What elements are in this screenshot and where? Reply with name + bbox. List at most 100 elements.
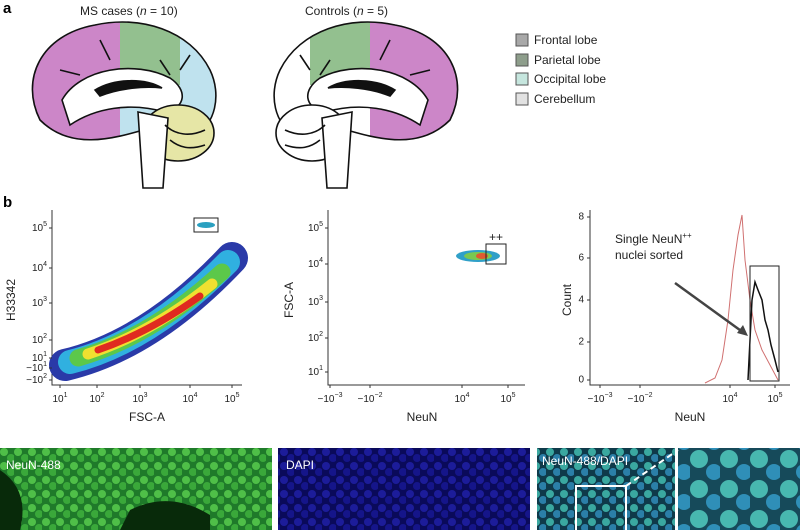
y-tick-label: 105 [32, 221, 47, 233]
tick-exp: 5 [236, 392, 240, 399]
tick-base: 10 [32, 335, 44, 346]
tick-exp: 1 [43, 361, 47, 368]
tick-base: 10 [32, 223, 44, 234]
tick-exp: 3 [43, 296, 47, 303]
tick-base: 10 [767, 394, 779, 405]
tick-exp: 1 [64, 392, 68, 399]
tick-base: 10 [722, 394, 734, 405]
x-tick-label: 105 [500, 392, 515, 404]
title-text: n [357, 4, 364, 18]
tick-exp: 2 [43, 333, 47, 340]
tick-base: 10 [32, 263, 44, 274]
image-label: NeuN-488/DAPI [542, 454, 628, 468]
x-tick-label: 102 [89, 392, 104, 404]
tick-exp: 5 [779, 392, 783, 399]
legend-swatch [515, 33, 529, 47]
tick-base: 10 [454, 394, 466, 405]
tick-base: 10 [89, 394, 101, 405]
tick-exp: 3 [144, 392, 148, 399]
y-tick-label: 6 [578, 253, 584, 264]
y-tick-label: 8 [578, 212, 584, 223]
y-tick-label: −102 [26, 373, 47, 385]
group-title: Controls (n = 5) [305, 4, 388, 18]
annotation-text: Single NeuN [615, 232, 682, 246]
legend: Frontal lobe Parietal lobe Occipital lob… [515, 33, 606, 106]
y-tick-label: −101 [26, 361, 47, 373]
tick-exp: 4 [734, 392, 738, 399]
y-tick-label: 0 [578, 375, 584, 386]
x-axis-label: NeuN [407, 410, 438, 424]
tick-exp: −3 [334, 392, 342, 399]
y-axis-label: Count [560, 283, 574, 316]
micrograph [278, 448, 530, 530]
brain-ms [31, 21, 217, 189]
scatter-2: ++ FSC-A NeuN [282, 210, 525, 424]
tick-exp: 1 [43, 351, 47, 358]
image-label: NeuN-488 [6, 458, 61, 472]
title-text: Controls ( [305, 4, 357, 18]
tick-base: −10 [358, 394, 375, 405]
histogram: Single NeuN++ nuclei sorted Count NeuN [560, 210, 790, 424]
tick-base: 10 [52, 394, 64, 405]
tick-base: 10 [500, 394, 512, 405]
x-tick-label: 101 [52, 392, 67, 404]
x-tick-label: 104 [182, 392, 197, 404]
x-tick-label: −10−3 [318, 392, 343, 404]
x-tick-label: 104 [722, 392, 737, 404]
group-title: MS cases (n = 10) [80, 4, 178, 18]
tick-base: −10 [26, 363, 43, 374]
tick-exp: 5 [512, 392, 516, 399]
y-tick-label: 104 [32, 261, 47, 273]
micrograph [537, 448, 675, 530]
scatter-1: H33342 FSC-A [4, 210, 248, 424]
legend-swatch [515, 72, 529, 86]
legend-swatch [515, 92, 529, 106]
y-tick-label: 103 [308, 295, 323, 307]
tick-exp: 2 [101, 392, 105, 399]
y-tick-label: 103 [32, 296, 47, 308]
legend-label: Cerebellum [534, 92, 595, 106]
panel-label: a [3, 0, 12, 17]
panel-label: b [3, 194, 12, 211]
tick-exp: 4 [319, 257, 323, 264]
y-tick-label: 4 [578, 295, 584, 306]
brain-control [273, 21, 459, 189]
tick-exp: 4 [194, 392, 198, 399]
y-tick-label: 102 [308, 331, 323, 343]
y-axis-label: H33342 [4, 279, 18, 321]
title-text: = 5) [364, 4, 388, 18]
title-text: MS cases ( [80, 4, 140, 18]
tick-base: 10 [308, 259, 320, 270]
micrograph [678, 448, 800, 530]
tick-exp: 4 [466, 392, 470, 399]
tick-exp: 3 [319, 295, 323, 302]
title-text: = 10) [147, 4, 178, 18]
tick-exp: −2 [374, 392, 382, 399]
annotation: Single NeuN++ [615, 231, 692, 247]
tick-base: −10 [588, 394, 605, 405]
annotation: nuclei sorted [615, 248, 683, 262]
tick-exp: −2 [644, 392, 652, 399]
tick-exp: 5 [43, 221, 47, 228]
tick-exp: 5 [319, 221, 323, 228]
gate-label: ++ [489, 230, 503, 244]
tick-exp: 2 [319, 331, 323, 338]
x-tick-label: −10−2 [358, 392, 383, 404]
legend-label: Parietal lobe [534, 53, 601, 67]
x-tick-label: 105 [224, 392, 239, 404]
tick-base: −10 [26, 375, 43, 386]
y-axis-label: FSC-A [282, 282, 296, 318]
annotation-text: ++ [682, 231, 692, 240]
tick-base: 10 [308, 367, 320, 378]
tick-base: 10 [308, 333, 320, 344]
x-axis-label: NeuN [675, 410, 706, 424]
tick-exp: 2 [43, 373, 47, 380]
tick-exp: −3 [604, 392, 612, 399]
tick-base: 10 [224, 394, 236, 405]
x-tick-label: −10−3 [588, 392, 613, 404]
tick-base: 10 [32, 298, 44, 309]
legend-label: Occipital lobe [534, 72, 606, 86]
tick-exp: 4 [43, 261, 47, 268]
y-tick-label: 2 [578, 337, 584, 348]
